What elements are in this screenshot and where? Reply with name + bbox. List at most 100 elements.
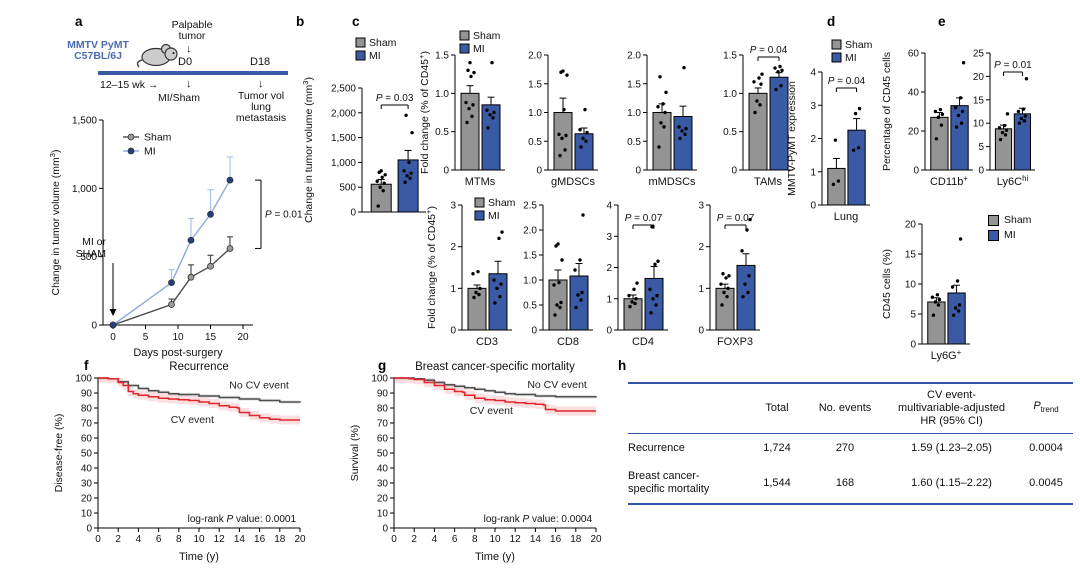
table-cell: Breast cancer-specific mortality <box>628 470 710 495</box>
data-dot <box>1022 119 1027 123</box>
x-tick-label: 12 <box>510 534 522 545</box>
data-dot <box>720 303 724 307</box>
data-dot <box>378 185 382 189</box>
data-dot <box>956 309 961 313</box>
legend-sham-mi: Sham MI <box>988 214 1031 244</box>
y-tick-label: 0 <box>810 201 816 212</box>
legend-label-mi: MI <box>144 146 156 158</box>
chart-title: Recurrence <box>169 361 228 373</box>
data-dot <box>938 107 943 112</box>
y-tick-label: 0 <box>382 524 388 535</box>
data-dot <box>726 286 730 291</box>
data-dot <box>492 110 496 115</box>
y-tick-label: 100 <box>371 374 388 385</box>
data-dot <box>1005 112 1010 116</box>
data-dot <box>773 66 777 70</box>
data-dot <box>491 116 495 120</box>
y-axis-label: Fold change (% of CD45+) <box>418 51 431 174</box>
p-value-label: P = 0.04 <box>750 45 788 56</box>
marker-sham <box>187 273 195 281</box>
marker-sham <box>226 245 234 252</box>
sham-legend-swatch <box>474 197 485 208</box>
y-tick-label: 0.5 <box>435 127 449 138</box>
data-dot <box>468 60 472 65</box>
mi-legend-swatch <box>474 210 485 221</box>
panel-label-a: a <box>75 14 83 29</box>
data-dot <box>497 236 501 241</box>
data-dot <box>657 145 661 149</box>
y-tick-label: 1.5 <box>435 51 449 62</box>
data-dot <box>630 300 634 304</box>
data-dot <box>477 292 481 297</box>
palpable-tumor-label: Palpable tumor <box>171 19 213 42</box>
bar-sham <box>652 112 672 171</box>
km-curve-no-cv-event <box>394 377 597 398</box>
category-label: gMDSCs <box>551 176 596 188</box>
bar-sham <box>460 92 480 171</box>
y-tick-label: 1,500 <box>72 116 97 127</box>
table-header-cell: No. events <box>818 402 872 414</box>
data-dot <box>954 125 959 129</box>
panel-label-c: c <box>352 14 360 29</box>
y-tick-label: 0.5 <box>523 301 537 312</box>
y-tick-label: 40 <box>908 88 920 99</box>
mi-legend-swatch <box>355 50 366 61</box>
data-dot <box>937 297 942 302</box>
data-dot <box>476 269 480 274</box>
data-dot <box>493 301 497 305</box>
data-dot <box>833 138 838 142</box>
x-axis-label: Time (y) <box>475 551 515 563</box>
data-dot <box>632 287 636 292</box>
table-header-cell: Ptrend <box>1033 400 1059 415</box>
y-tick-label: 1.0 <box>627 108 641 119</box>
km-curve-cv-event <box>394 377 596 412</box>
category-label: Lung <box>834 211 858 223</box>
log-rank-annotation: log-rank P value: 0.0004 <box>484 514 593 525</box>
data-dot <box>464 100 468 105</box>
data-dot <box>410 130 414 135</box>
data-dot <box>407 160 411 165</box>
data-dot <box>747 274 751 278</box>
data-dot <box>585 130 589 135</box>
data-dot <box>727 274 731 278</box>
table-cell: 168 <box>835 476 855 489</box>
x-tick-label: 6 <box>156 534 162 545</box>
legend-label-sham: Sham <box>144 132 172 144</box>
panel-label-b: b <box>296 14 305 29</box>
x-tick-label: 2 <box>115 534 121 545</box>
svg-text:SHAM: SHAM <box>76 248 106 260</box>
data-dot <box>725 294 729 299</box>
panel-e-ly6c-bar-chart: 0 5 10 15 20 25 Ly6Chi P = 0.01 <box>962 25 1037 210</box>
curve-label: CV event <box>470 405 513 417</box>
panel-h-hazard-ratio-table: Total No. events CV event-multivariable-ad… <box>628 382 1073 505</box>
data-dot <box>628 304 632 309</box>
x-tick-label: 10 <box>193 534 205 545</box>
x-tick-label: 2 <box>411 534 417 545</box>
data-dot <box>680 129 684 133</box>
data-dot <box>757 76 761 80</box>
legend-row-mi: MI <box>988 229 1031 241</box>
data-dot <box>961 61 966 65</box>
y-tick-label: 0 <box>606 326 612 337</box>
y-tick-label: 1.5 <box>723 51 737 62</box>
y-tick-label: 500 <box>80 252 97 263</box>
data-dot <box>678 136 682 141</box>
data-dot <box>655 293 659 298</box>
data-dot <box>664 90 668 95</box>
data-dot <box>719 282 723 286</box>
data-dot <box>677 125 681 129</box>
marker-mi <box>168 279 175 287</box>
data-dot <box>471 272 475 276</box>
data-dot <box>408 176 412 180</box>
data-dot <box>853 111 858 116</box>
category-label: Ly6Chi <box>997 174 1029 188</box>
panel-e-ly6g-bar-chart: 0 5 10 15 20 Ly6G+ CD45 cells (%) <box>878 208 983 376</box>
arrow-down-icon <box>109 309 117 316</box>
category-label: FOXP3 <box>717 336 753 348</box>
bar-sham <box>827 167 846 206</box>
data-dot <box>380 175 384 179</box>
data-dot <box>958 237 963 241</box>
sham-legend-label: Sham <box>488 197 516 209</box>
p-value-label: P = 0.04 <box>828 76 866 87</box>
